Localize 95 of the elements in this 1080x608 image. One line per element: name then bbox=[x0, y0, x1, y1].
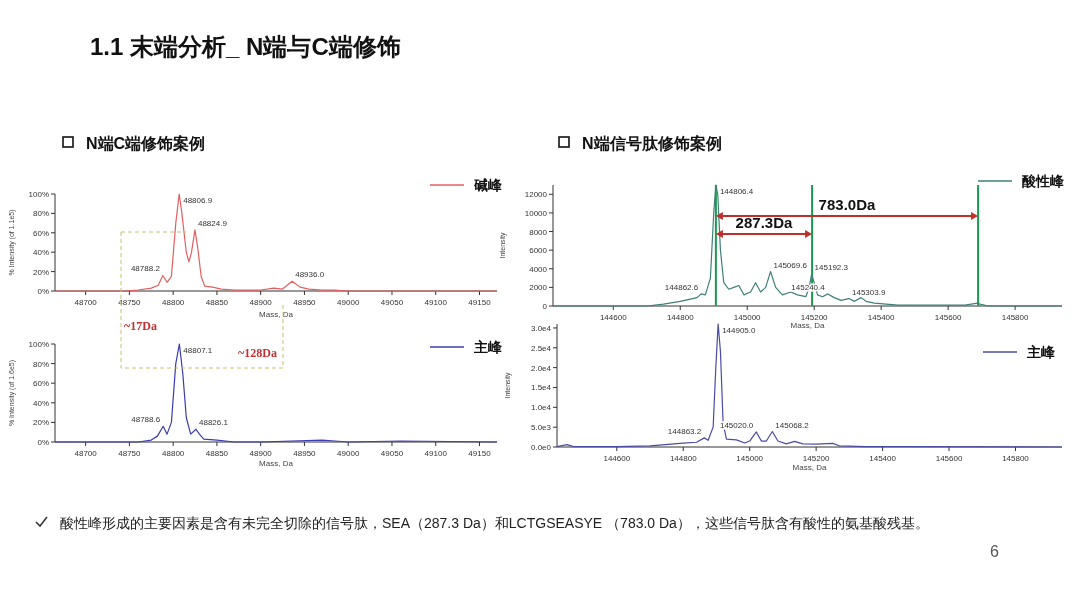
y-tick-label: 12000 bbox=[524, 190, 548, 200]
x-tick-label: 48800 bbox=[162, 298, 185, 307]
y-tick-label: 20% bbox=[32, 267, 49, 277]
annotation: 48807.1 bbox=[183, 346, 213, 355]
y-tick-label: 2.5e4 bbox=[530, 343, 552, 353]
y-tick-label: 100% bbox=[28, 190, 49, 199]
y-tick-label: 100% bbox=[28, 340, 49, 349]
x-tick-label: 144600 bbox=[599, 313, 628, 322]
x-tick-label: 48900 bbox=[249, 449, 273, 458]
legend-label: 酸性峰 bbox=[1022, 173, 1065, 189]
line-series bbox=[556, 323, 1063, 448]
y-tick-label: 20% bbox=[32, 418, 49, 428]
annotation: 145069.6 bbox=[773, 260, 808, 270]
x-tick-label: 145200 bbox=[800, 313, 829, 322]
annotation: 145192.3 bbox=[814, 263, 849, 273]
annotation: 48788.6 bbox=[131, 415, 161, 425]
text: 酸性峰形成的主要因素是含有未完全切除的信号肽，SEA（287.3 Da）和LCTGSEASYE （783.0 Da），这些信号肽含有酸性的氨基酸残基。 bbox=[60, 515, 929, 531]
annotation: 287.3Da bbox=[735, 214, 793, 231]
annotation: 144905.0 bbox=[722, 326, 757, 335]
annotation: 48806.9 bbox=[183, 196, 213, 205]
annotation: 48936.0 bbox=[295, 270, 325, 280]
x-tick-label: 49000 bbox=[337, 449, 360, 458]
x-tick-label: 145400 bbox=[867, 313, 896, 322]
x-tick-label: 48700 bbox=[74, 298, 98, 307]
y-tick-label: 1.5e4 bbox=[530, 383, 552, 393]
x-axis-title: Mass, Da bbox=[790, 321, 825, 330]
y-tick-label: 0% bbox=[37, 438, 49, 447]
y-tick-label: 80% bbox=[32, 209, 49, 219]
x-tick-label: 145600 bbox=[935, 454, 963, 463]
y-tick-label: 2.0e4 bbox=[530, 363, 552, 373]
x-tick-label: 49000 bbox=[337, 298, 360, 307]
y-tick-label: 8000 bbox=[529, 227, 548, 237]
x-tick-label: 144800 bbox=[669, 454, 698, 463]
text: ~17Da bbox=[124, 319, 157, 333]
x-tick-label: 48950 bbox=[293, 298, 317, 307]
chart-title: 1.1 末端分析_ N端与C端修饰 bbox=[90, 33, 401, 60]
x-tick-label: 145000 bbox=[733, 313, 762, 322]
y-tick-label: 10000 bbox=[524, 208, 548, 218]
y-tick-label: 3.0e4 bbox=[530, 323, 552, 333]
annotation: 144862.6 bbox=[664, 282, 699, 292]
x-tick-label: 48750 bbox=[118, 298, 142, 307]
annotation: 145068.2 bbox=[775, 420, 810, 430]
x-tick-label: 49150 bbox=[468, 449, 492, 458]
x-tick-label: 145200 bbox=[802, 454, 831, 463]
annotation: 48826.1 bbox=[199, 418, 229, 428]
x-axis-title: Mass, Da bbox=[259, 310, 294, 319]
y-tick-label: 80% bbox=[32, 359, 49, 369]
x-tick-label: 145800 bbox=[1001, 313, 1030, 322]
x-tick-label: 49100 bbox=[424, 449, 448, 458]
x-axis-title: Mass, Da bbox=[259, 459, 294, 468]
x-tick-label: 49050 bbox=[380, 449, 404, 458]
legend-label: 主峰 bbox=[1026, 344, 1056, 360]
annotation: 48788.2 bbox=[130, 264, 161, 274]
legend-label: 碱峰 bbox=[473, 177, 503, 193]
y-tick-label: 0% bbox=[37, 287, 49, 296]
x-tick-label: 145800 bbox=[1002, 454, 1030, 463]
x-tick-label: 145000 bbox=[736, 454, 764, 463]
text: 6 bbox=[990, 543, 999, 560]
line-series bbox=[54, 193, 498, 292]
x-tick-label: 49050 bbox=[380, 298, 404, 307]
x-tick-label: 48850 bbox=[205, 298, 229, 307]
annotation: 144806.4 bbox=[719, 187, 754, 196]
x-tick-label: 48950 bbox=[293, 449, 317, 458]
y-tick-label: 1.0e4 bbox=[530, 403, 552, 413]
y-tick-label: 4000 bbox=[529, 264, 548, 274]
x-tick-label: 48850 bbox=[205, 449, 229, 458]
annotation: 144863.2 bbox=[667, 426, 702, 436]
x-tick-label: 145400 bbox=[869, 454, 897, 463]
annotation: ~128Da bbox=[238, 346, 277, 360]
chart-subtitle: N端C端修饰案例 bbox=[86, 134, 206, 152]
y-tick-label: 60% bbox=[32, 228, 49, 238]
x-tick-label: 144600 bbox=[603, 454, 631, 463]
y-tick-label: 6000 bbox=[529, 246, 548, 256]
y-tick-label: 5.0e3 bbox=[530, 423, 552, 433]
annotation: 783.0Da bbox=[818, 196, 876, 213]
x-tick-label: 48700 bbox=[74, 449, 98, 458]
x-tick-label: 49100 bbox=[424, 298, 448, 307]
annotation: 145303.9 bbox=[851, 287, 886, 297]
legend-label: 主峰 bbox=[473, 339, 503, 355]
x-tick-label: 49150 bbox=[468, 298, 492, 307]
x-tick-label: 48750 bbox=[118, 449, 142, 458]
y-tick-label: 40% bbox=[32, 398, 49, 408]
annotation: 48824.9 bbox=[197, 218, 228, 228]
y-tick-label: 0 bbox=[542, 302, 548, 311]
y-tick-label: 2000 bbox=[529, 283, 548, 293]
x-tick-label: 48800 bbox=[162, 449, 185, 458]
x-tick-label: 144800 bbox=[666, 313, 695, 322]
y-tick-label: 40% bbox=[32, 248, 49, 258]
y-tick-label: 0.0e0 bbox=[530, 443, 552, 452]
chart-subtitle: N端信号肽修饰案例 bbox=[582, 134, 722, 152]
x-tick-label: 48900 bbox=[249, 298, 273, 307]
x-axis-title: Mass, Da bbox=[792, 463, 827, 472]
annotation: 145020.0 bbox=[719, 420, 754, 430]
y-tick-label: 60% bbox=[32, 379, 49, 389]
x-tick-label: 145600 bbox=[934, 313, 963, 322]
